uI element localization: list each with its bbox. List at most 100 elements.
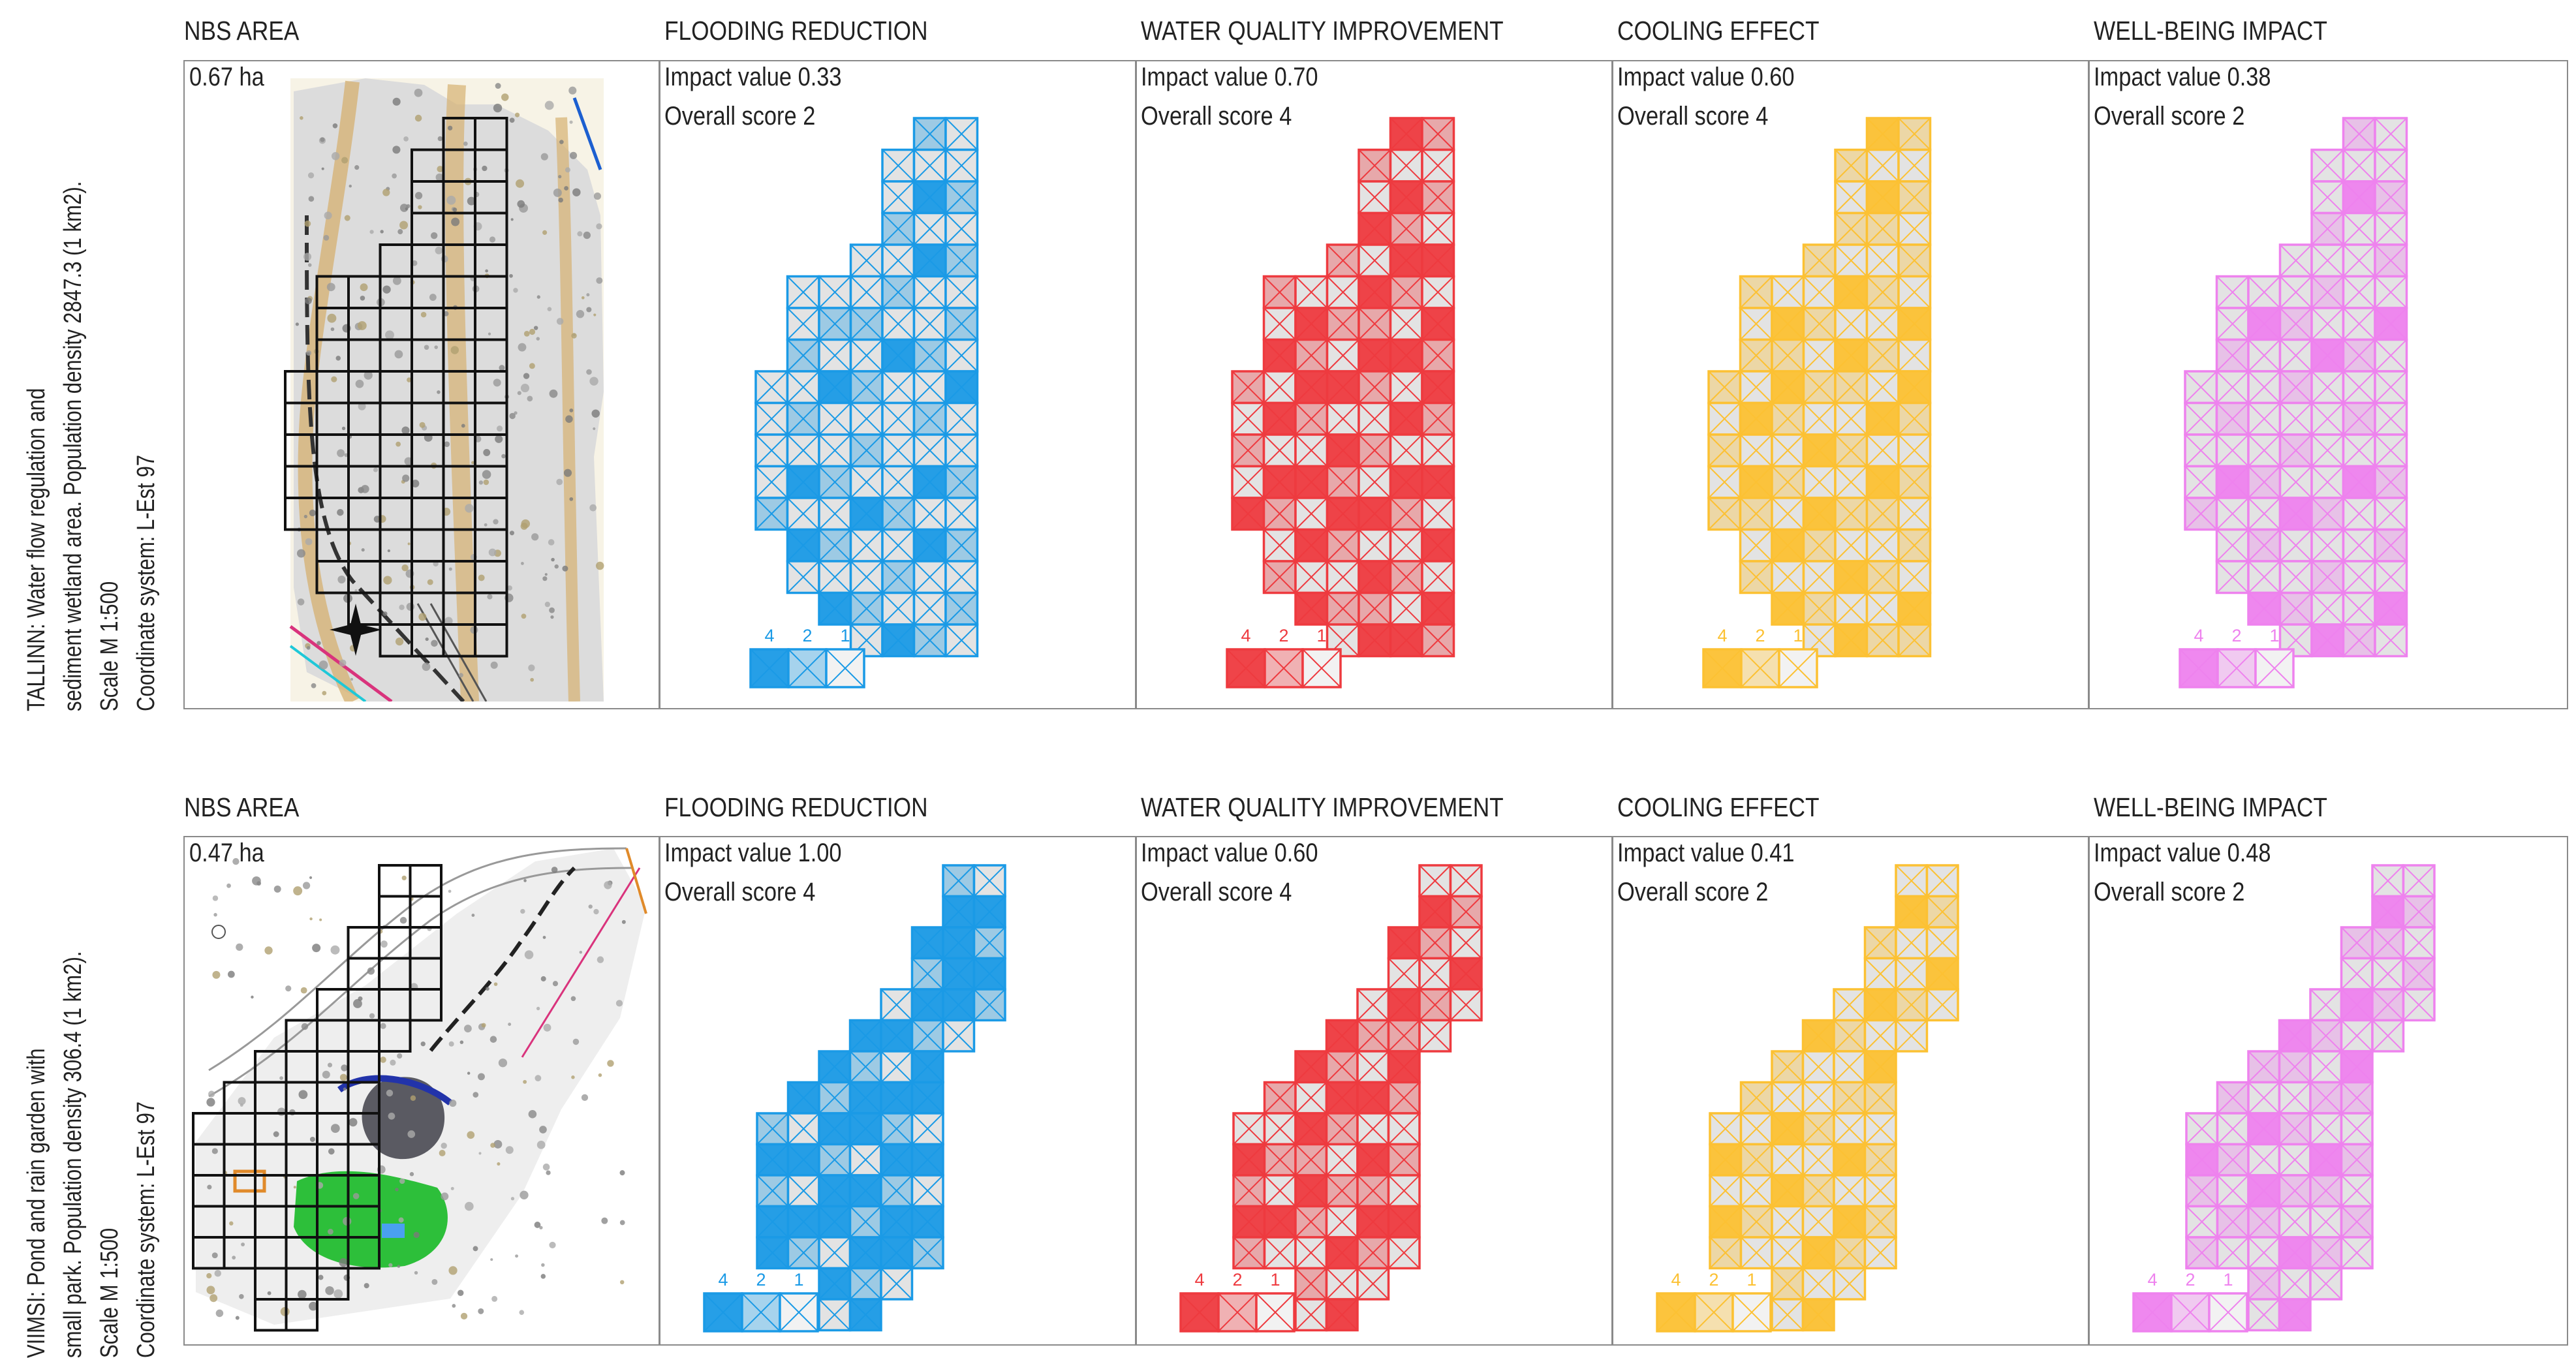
legend-swatch-cross	[1741, 649, 1780, 688]
grid-cell	[1863, 1174, 1897, 1208]
map-speck	[478, 480, 484, 485]
grid-cell	[2216, 1143, 2250, 1177]
grid-cell	[1771, 1081, 1805, 1115]
grid-cell	[2215, 497, 2250, 531]
grid-cell	[912, 180, 947, 215]
grid-cell	[1802, 275, 1837, 309]
map-speck	[544, 602, 550, 608]
grid-cell	[2247, 497, 2282, 531]
grid-cell	[881, 211, 916, 246]
map-speck	[536, 1140, 546, 1149]
map-speck	[273, 885, 281, 893]
grid-cell	[2374, 623, 2408, 658]
map-speck	[539, 1226, 543, 1229]
grid-cell	[2278, 528, 2313, 563]
grid-cell	[1865, 243, 1900, 278]
grid-cell	[880, 1174, 914, 1208]
grid-cell	[1294, 275, 1329, 309]
row2-divider-4	[2088, 836, 2090, 1346]
map-speck	[309, 509, 317, 517]
grid-cell	[2342, 307, 2376, 341]
grid-cell	[2215, 433, 2250, 468]
row1-flooding-grid	[754, 117, 979, 658]
grid-cell	[1897, 117, 1932, 151]
map-speck	[420, 1041, 426, 1047]
grid-cell	[849, 275, 884, 309]
grid-cell	[1294, 1298, 1328, 1332]
grid-cell	[1389, 433, 1423, 468]
grid-cell	[1389, 623, 1423, 658]
grid-cell	[1834, 370, 1869, 405]
map-speck	[409, 1172, 414, 1177]
grid-cell	[1834, 338, 1869, 373]
grid-cell	[1358, 591, 1392, 626]
grid-cell	[2402, 864, 2436, 898]
grid-cell	[1771, 433, 1805, 468]
map-speck	[330, 945, 340, 955]
map-speck	[410, 1095, 416, 1101]
map-speck	[518, 343, 527, 352]
row2-frame	[183, 836, 2568, 1346]
map-speck	[384, 330, 394, 340]
grid-cell	[786, 497, 820, 531]
map-speck	[529, 363, 535, 369]
grid-cell	[1389, 370, 1423, 405]
grid-cell	[2342, 497, 2376, 531]
grid-cell	[2278, 1174, 2312, 1208]
row2-cooling-grid	[1709, 864, 1959, 1332]
map-speck	[556, 478, 563, 486]
grid-cell	[818, 497, 852, 531]
grid-cell	[1389, 465, 1423, 499]
legend-swatch-cross	[2209, 1293, 2248, 1332]
row2-cooling-header: COOLING EFFECT	[1617, 792, 1820, 822]
map-speck	[452, 208, 458, 212]
map-speck	[344, 215, 350, 221]
map-speck	[527, 395, 533, 402]
grid-cell	[2340, 926, 2374, 960]
grid-cell	[1449, 988, 1483, 1022]
grid-cell	[818, 1081, 852, 1115]
legend-swatch-cross	[2217, 649, 2256, 688]
map-speck	[514, 112, 520, 117]
map-speck	[450, 1186, 454, 1190]
map-speck	[564, 186, 568, 191]
map-speck	[493, 103, 503, 113]
grid-cell	[2247, 433, 2282, 468]
grid-cell	[1356, 1081, 1390, 1115]
grid-cell	[1739, 370, 1773, 405]
map-speck	[229, 1221, 234, 1226]
map-speck	[510, 1197, 515, 1201]
grid-cell	[1389, 148, 1423, 183]
grid-cell	[786, 1236, 820, 1270]
map-speck	[420, 311, 427, 318]
grid-cell	[1771, 497, 1805, 531]
grid-cell	[2374, 465, 2408, 499]
grid-cell	[912, 211, 947, 246]
map-speck	[549, 1241, 556, 1249]
grid-cell	[1801, 1050, 1835, 1084]
grid-cell	[2278, 465, 2313, 499]
grid-cell	[848, 1267, 882, 1301]
map-speck	[212, 895, 219, 901]
grid-cell	[1325, 1205, 1359, 1239]
grid-cell	[2184, 401, 2218, 436]
legend-label: 2	[2185, 1270, 2195, 1289]
legend-label: 2	[2231, 626, 2241, 645]
map-speck	[236, 943, 243, 951]
grid-cell	[2374, 433, 2408, 468]
grid-cell	[1865, 307, 1900, 341]
grid-cell	[912, 433, 947, 468]
map-speck	[596, 277, 603, 284]
map-grid-cell	[474, 623, 508, 658]
map-speck	[399, 917, 407, 924]
grid-cell	[1418, 926, 1452, 960]
grid-cell	[1294, 1267, 1328, 1301]
grid-cell	[786, 1174, 820, 1208]
row1-wellbeing-grid	[2184, 117, 2408, 658]
grid-cell	[1863, 1236, 1897, 1270]
grid-cell	[910, 1050, 944, 1084]
map-speck	[530, 677, 535, 682]
grid-cell	[1389, 275, 1423, 309]
grid-cell	[2310, 307, 2345, 341]
grid-cell	[2342, 560, 2376, 594]
